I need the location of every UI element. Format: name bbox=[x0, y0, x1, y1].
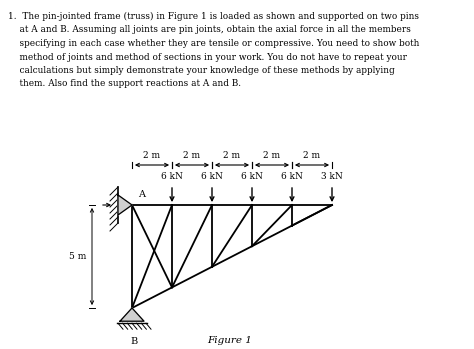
Text: 5 m: 5 m bbox=[69, 252, 86, 261]
Text: 6 kN: 6 kN bbox=[241, 172, 263, 181]
Text: 2 m: 2 m bbox=[223, 151, 241, 160]
Text: 6 kN: 6 kN bbox=[201, 172, 223, 181]
Polygon shape bbox=[118, 195, 132, 215]
Polygon shape bbox=[120, 308, 144, 321]
Text: 2 m: 2 m bbox=[264, 151, 281, 160]
Text: 1.  The pin-jointed frame (truss) in Figure 1 is loaded as shown and supported o: 1. The pin-jointed frame (truss) in Figu… bbox=[8, 12, 419, 21]
Text: 2 m: 2 m bbox=[183, 151, 201, 160]
Text: A: A bbox=[138, 190, 145, 199]
Text: them. Also find the support reactions at A and B.: them. Also find the support reactions at… bbox=[8, 80, 241, 89]
Text: 6 kN: 6 kN bbox=[161, 172, 183, 181]
Text: specifying in each case whether they are tensile or compressive. You need to sho: specifying in each case whether they are… bbox=[8, 39, 419, 48]
Text: Figure 1: Figure 1 bbox=[208, 336, 253, 345]
Text: 3 kN: 3 kN bbox=[321, 172, 343, 181]
Text: B: B bbox=[130, 337, 137, 346]
Text: calculations but simply demonstrate your knowledge of these methods by applying: calculations but simply demonstrate your… bbox=[8, 66, 395, 75]
Text: at A and B. Assuming all joints are pin joints, obtain the axial force in all th: at A and B. Assuming all joints are pin … bbox=[8, 25, 411, 35]
Text: 2 m: 2 m bbox=[303, 151, 320, 160]
Text: 2 m: 2 m bbox=[144, 151, 161, 160]
Text: 6 kN: 6 kN bbox=[281, 172, 303, 181]
Text: method of joints and method of sections in your work. You do not have to repeat : method of joints and method of sections … bbox=[8, 52, 407, 61]
